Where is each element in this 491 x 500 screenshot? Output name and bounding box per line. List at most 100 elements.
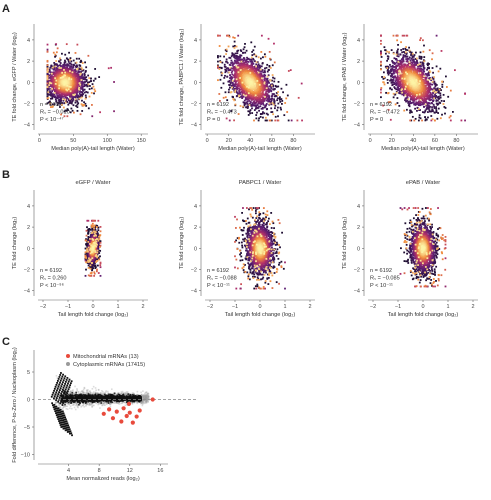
data-point bbox=[55, 75, 58, 78]
data-point bbox=[404, 83, 407, 86]
data-point bbox=[277, 115, 279, 118]
data-point bbox=[248, 88, 251, 91]
data-point bbox=[391, 74, 393, 77]
data-point bbox=[225, 58, 228, 61]
data-point bbox=[422, 39, 424, 42]
data-point bbox=[52, 75, 55, 78]
data-point bbox=[230, 59, 233, 62]
data-point bbox=[241, 90, 243, 93]
data-point bbox=[418, 91, 421, 94]
data-point bbox=[264, 71, 266, 74]
data-point bbox=[266, 70, 269, 73]
data-point bbox=[240, 54, 243, 57]
data-point bbox=[273, 80, 276, 83]
data-point bbox=[242, 95, 245, 98]
data-point bbox=[247, 73, 250, 76]
data-point bbox=[262, 102, 265, 105]
data-point bbox=[262, 103, 265, 106]
data-point bbox=[392, 96, 395, 99]
data-point bbox=[404, 51, 407, 54]
data-point bbox=[255, 101, 258, 104]
data-point bbox=[391, 83, 394, 86]
data-point bbox=[56, 96, 59, 99]
data-point bbox=[257, 102, 260, 105]
data-point bbox=[69, 67, 72, 70]
data-point bbox=[301, 119, 303, 122]
data-point bbox=[46, 82, 49, 85]
data-point bbox=[260, 95, 263, 98]
data-point bbox=[70, 68, 73, 71]
data-point bbox=[232, 86, 235, 89]
data-point bbox=[412, 58, 415, 61]
data-point bbox=[261, 90, 264, 92]
data-point bbox=[397, 55, 400, 58]
data-point bbox=[270, 111, 273, 114]
data-point bbox=[419, 109, 421, 111]
data-point bbox=[243, 57, 246, 60]
data-point bbox=[234, 83, 237, 86]
data-point bbox=[419, 117, 422, 120]
data-point bbox=[422, 50, 425, 53]
data-point bbox=[79, 113, 82, 116]
data-point bbox=[252, 97, 254, 100]
data-point bbox=[257, 68, 260, 71]
data-point bbox=[383, 83, 386, 86]
data-point bbox=[77, 89, 80, 92]
data-point bbox=[76, 96, 79, 99]
data-point bbox=[384, 52, 387, 55]
data-point bbox=[46, 76, 49, 79]
data-point bbox=[234, 88, 237, 90]
data-point bbox=[273, 61, 276, 64]
data-point bbox=[77, 68, 80, 71]
data-point bbox=[52, 79, 55, 82]
data-point bbox=[396, 64, 399, 67]
data-point bbox=[58, 101, 61, 104]
data-point bbox=[66, 108, 69, 110]
data-point bbox=[74, 101, 77, 104]
data-point bbox=[445, 75, 447, 78]
data-point bbox=[436, 103, 439, 106]
data-point bbox=[256, 80, 259, 82]
data-point bbox=[85, 83, 88, 86]
data-point bbox=[239, 69, 242, 71]
data-point bbox=[274, 107, 276, 110]
data-point bbox=[397, 86, 400, 89]
data-point bbox=[399, 86, 402, 89]
data-point bbox=[250, 79, 253, 82]
data-point bbox=[419, 89, 422, 92]
data-point bbox=[420, 71, 423, 74]
data-point bbox=[259, 97, 262, 100]
data-point bbox=[259, 90, 261, 93]
data-point bbox=[272, 88, 275, 91]
data-point bbox=[436, 96, 439, 99]
data-point bbox=[81, 93, 84, 96]
data-point bbox=[243, 77, 246, 80]
data-point bbox=[416, 109, 418, 112]
data-point bbox=[388, 51, 390, 53]
data-point bbox=[280, 98, 283, 100]
data-point bbox=[224, 74, 226, 77]
data-point bbox=[57, 101, 59, 104]
data-point bbox=[236, 92, 239, 94]
data-point bbox=[428, 105, 430, 107]
data-point bbox=[238, 59, 240, 62]
data-point bbox=[424, 110, 427, 113]
data-point bbox=[426, 68, 428, 71]
data-point bbox=[428, 88, 431, 91]
data-point bbox=[418, 65, 421, 67]
data-point bbox=[416, 96, 419, 99]
data-point bbox=[76, 103, 79, 106]
data-point bbox=[392, 79, 395, 81]
data-point bbox=[387, 55, 390, 58]
data-point bbox=[251, 64, 253, 67]
data-point bbox=[80, 84, 83, 87]
data-point bbox=[256, 77, 259, 79]
data-point bbox=[229, 86, 231, 89]
data-point bbox=[406, 60, 409, 63]
data-point bbox=[409, 86, 412, 89]
data-point bbox=[256, 65, 259, 68]
data-point bbox=[75, 66, 78, 69]
data-point bbox=[221, 72, 224, 75]
data-point bbox=[250, 92, 252, 95]
x-axis-label: Median poly(A)-tail length (Water) bbox=[218, 146, 302, 152]
